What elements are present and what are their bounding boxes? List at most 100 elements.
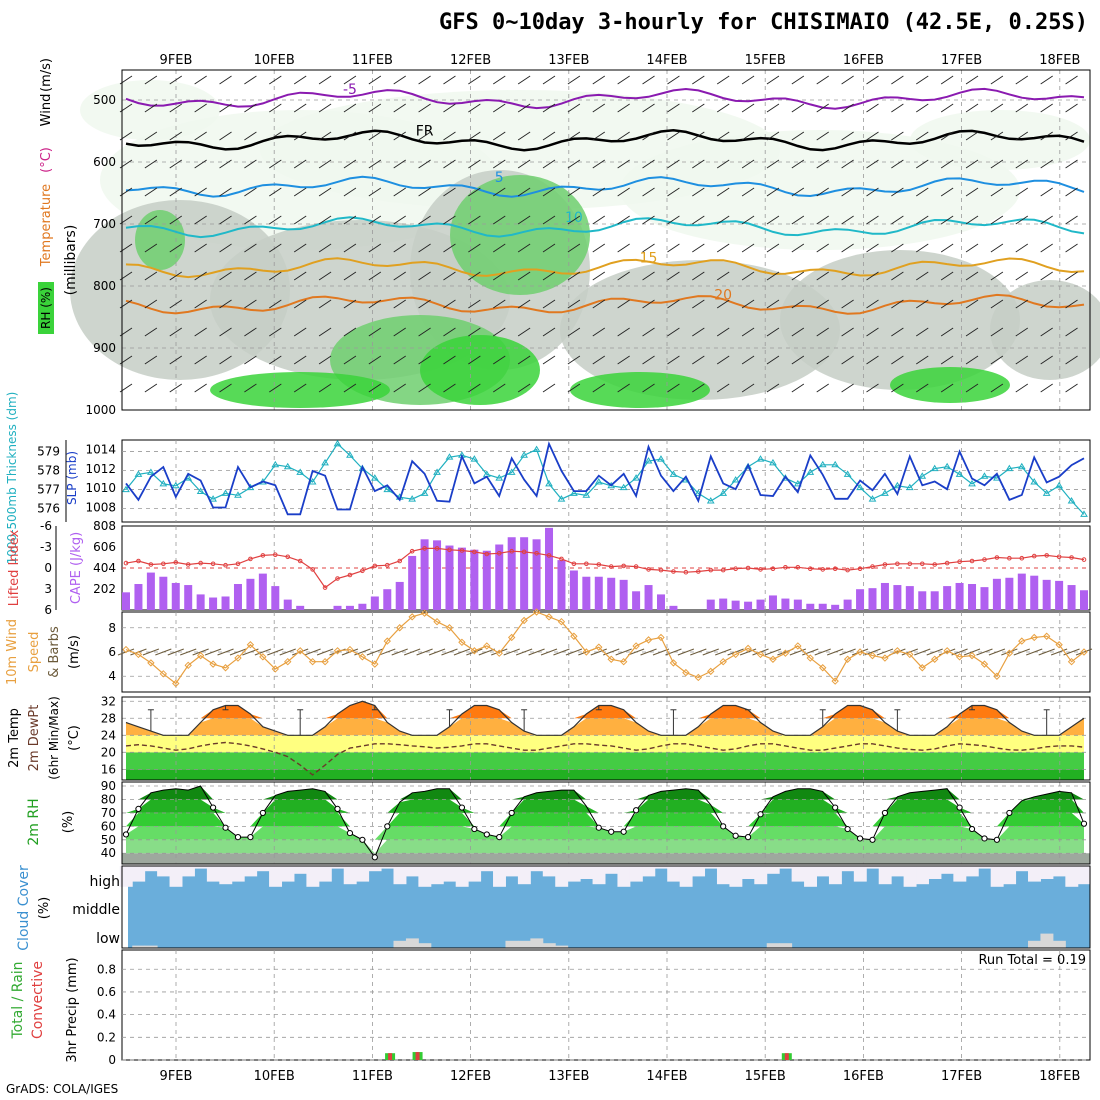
thickness-point: [470, 455, 479, 462]
cloud-high-gap: [181, 866, 195, 877]
cape-bar: [1067, 585, 1076, 610]
wind-barb: [716, 383, 730, 393]
wind-barb: [617, 327, 630, 337]
wind-barb: [741, 299, 755, 309]
wind-barb: [592, 215, 606, 225]
li-point: [310, 567, 315, 572]
wind-barb: [368, 187, 382, 197]
wind-barb: [318, 131, 332, 141]
wind-barb: [716, 271, 730, 281]
wind-barb: [940, 131, 954, 141]
cape-label: CAPE (J/kg): [69, 532, 84, 604]
wind-barb: [766, 187, 780, 197]
pressure-tick: 800: [93, 279, 116, 293]
wind-speed-point: [196, 651, 205, 660]
wind-barb: [916, 75, 929, 85]
wind-barb: [965, 327, 979, 337]
rh-point: [832, 804, 839, 811]
precip-convective-label: Convective: [30, 961, 46, 1039]
precip-tick: 0.4: [97, 1008, 116, 1022]
thickness-point: [905, 483, 914, 491]
cloud-high-gap: [132, 866, 146, 882]
wind-barb: [766, 159, 780, 169]
rh-point: [732, 832, 739, 839]
wind-barb: [144, 243, 158, 253]
wind-barb: [244, 103, 257, 113]
wind-barb: [741, 271, 755, 281]
rh-bg: [122, 853, 1090, 864]
wind-speed-point: [819, 664, 827, 672]
wind-barb: [741, 159, 755, 169]
wind-barb: [219, 271, 232, 281]
wind-barb: [368, 243, 382, 253]
cloud-low-bar: [393, 940, 407, 948]
wind-barb: [990, 383, 1004, 393]
cape-bar: [283, 599, 292, 610]
cloud-high-gap: [530, 866, 544, 872]
credit-text: GrADS: COLA/IGES: [6, 1082, 119, 1096]
cape-bar: [644, 585, 653, 610]
wind-barb: [741, 131, 755, 141]
wind-barb: [269, 75, 282, 85]
wind-speed-point: [1042, 632, 1051, 640]
wind-barb: [194, 215, 207, 225]
cape-bar: [632, 591, 641, 610]
thickness-point: [769, 458, 777, 466]
wind-barb: [866, 243, 879, 253]
li-point: [198, 560, 203, 566]
cloud-high-gap: [169, 866, 183, 887]
wind-barb: [418, 243, 431, 253]
li-point: [770, 566, 776, 572]
rh-point: [384, 823, 391, 830]
wind-barb: [816, 187, 829, 197]
wind-barb: [715, 648, 732, 656]
wind-barb: [293, 131, 307, 141]
thickness-point: [657, 455, 665, 462]
wind-barb: [841, 355, 854, 365]
wind-barb: [343, 243, 357, 253]
li-point: [397, 558, 403, 564]
wind-barb: [443, 243, 456, 253]
wind-barb: [453, 648, 471, 656]
wind-speed-point: [682, 668, 690, 677]
cloud-high-gap: [791, 866, 805, 882]
wind-barb: [965, 187, 979, 197]
date-label-bottom: 17FEB: [941, 1069, 982, 1084]
wind-barb: [217, 648, 234, 656]
wind-barb: [169, 215, 183, 225]
wind-barb: [468, 383, 481, 393]
rh-line: [125, 785, 1085, 859]
li-point: [795, 565, 801, 570]
wind-barb: [567, 187, 581, 197]
wind-barb: [816, 271, 829, 281]
wind-barb: [492, 299, 506, 309]
wind-barb: [916, 299, 929, 309]
wind-speed-point: [234, 654, 242, 662]
wind-speed-point: [619, 657, 628, 666]
wind-barb: [940, 271, 954, 281]
slp-tick: 1012: [85, 462, 116, 476]
cloud-high-gap: [965, 866, 979, 877]
wind-barb: [940, 187, 954, 197]
wind-barb: [1040, 271, 1053, 281]
wind-barb: [716, 299, 730, 309]
cape-bar: [893, 585, 902, 610]
wind-barb: [366, 648, 384, 656]
rh-point: [496, 834, 503, 841]
wind-barb: [393, 355, 406, 365]
li-point: [571, 561, 577, 567]
wind-barb: [1038, 648, 1055, 656]
wind-barb: [741, 355, 755, 365]
wind-barb: [816, 159, 829, 169]
wind-barb: [866, 327, 879, 337]
wind-barb: [617, 131, 630, 141]
cape-bar: [793, 599, 802, 610]
cloud-high-gap: [953, 866, 967, 882]
wind-barb: [1040, 131, 1053, 141]
wind-barb: [169, 187, 183, 197]
isotherm-5: [125, 175, 1085, 198]
series-line-slp: [125, 441, 1085, 516]
cape-bar: [246, 578, 255, 610]
wind-barb: [916, 215, 929, 225]
